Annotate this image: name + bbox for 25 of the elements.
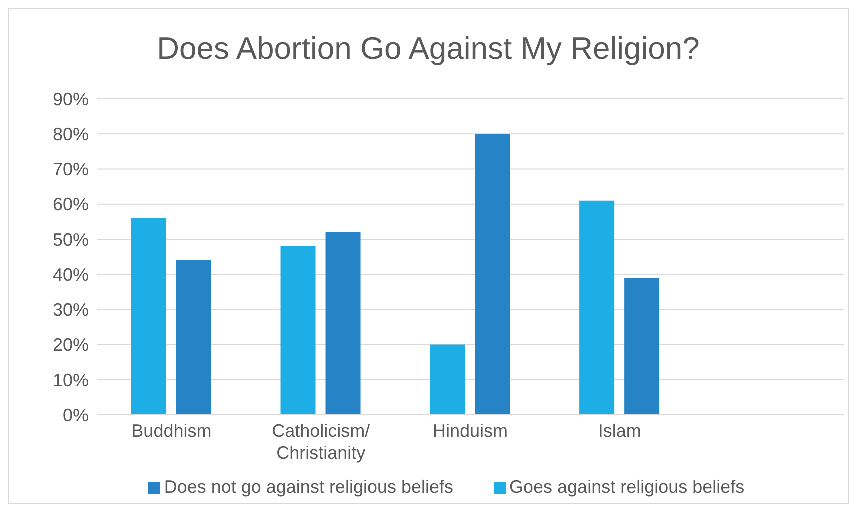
y-tick-label: 50% [52, 230, 89, 250]
bar [624, 278, 660, 415]
chart-title: Does Abortion Go Against My Religion? [156, 30, 701, 68]
y-tick-label: 70% [52, 160, 89, 180]
x-tick-label: Buddhism [132, 421, 212, 441]
legend-label: Does not go against religious beliefs [164, 477, 454, 497]
y-tick-label: 30% [52, 300, 89, 320]
x-tick-label: Catholicism/ Christianity [272, 421, 370, 463]
y-tick-label: 60% [52, 194, 89, 215]
y-tick-label: 20% [52, 335, 89, 356]
bar [131, 218, 166, 415]
y-tick-label: 90% [52, 89, 89, 110]
bar [475, 134, 510, 415]
bar [430, 344, 466, 415]
y-tick-label: 0% [62, 405, 89, 426]
bar [326, 232, 361, 415]
bar [176, 260, 212, 415]
legend-label: Goes against religious beliefs [510, 477, 745, 497]
bar [580, 200, 615, 415]
x-tick-label: Islam [598, 421, 642, 441]
y-tick-label: 10% [52, 370, 89, 390]
bar [280, 246, 316, 415]
y-tick-label: 80% [52, 124, 89, 144]
y-tick-label: 40% [52, 264, 89, 285]
x-tick-label: Hinduism [432, 421, 508, 441]
